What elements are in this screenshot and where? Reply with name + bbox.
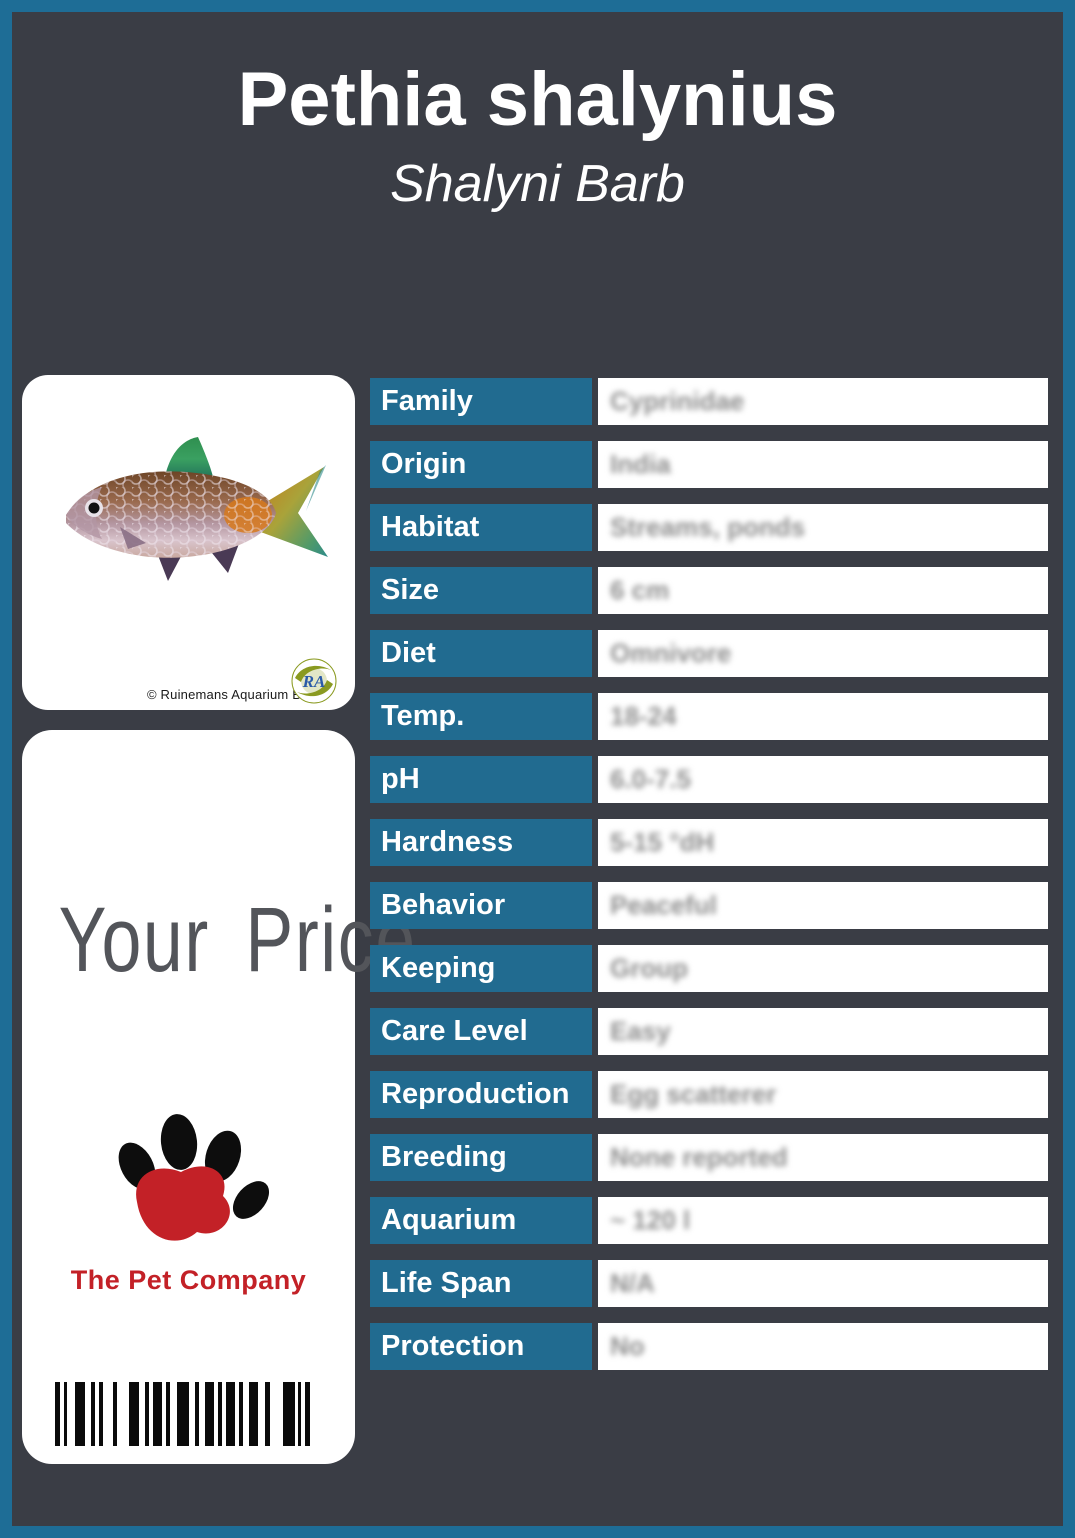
row-label: Origin — [370, 441, 592, 488]
row-value: India — [598, 441, 1048, 488]
table-row: Hardness 5-15 °dH — [370, 819, 1048, 866]
table-row: Reproduction Egg scatterer — [370, 1071, 1048, 1118]
row-value: Omnivore — [598, 630, 1048, 677]
table-row: Aquarium ~ 120 l — [370, 1197, 1048, 1244]
species-common-name: Shalyni Barb — [390, 154, 685, 213]
row-value: Egg scatterer — [598, 1071, 1048, 1118]
table-row: Care Level Easy — [370, 1008, 1048, 1055]
table-row: Size 6 cm — [370, 567, 1048, 614]
row-label: pH — [370, 756, 592, 803]
table-row: Life Span N/A — [370, 1260, 1048, 1307]
row-value: N/A — [598, 1260, 1048, 1307]
row-value: 6.0-7.5 — [598, 756, 1048, 803]
table-row: Origin India — [370, 441, 1048, 488]
row-label: Size — [370, 567, 592, 614]
header: Pethia shalynius Shalyni Barb — [12, 60, 1063, 214]
table-row: Temp. 18-24 — [370, 693, 1048, 740]
table-row: Family Cyprinidae — [370, 378, 1048, 425]
row-value: 18-24 — [598, 693, 1048, 740]
row-label: Behavior — [370, 882, 592, 929]
row-label: Aquarium — [370, 1197, 592, 1244]
table-row: pH 6.0-7.5 — [370, 756, 1048, 803]
company-name: The Pet Company — [70, 1265, 307, 1295]
row-label: Temp. — [370, 693, 592, 740]
table-row: Behavior Peaceful — [370, 882, 1048, 929]
fish-photo-card: © Ruinemans Aquarium BV RA — [22, 375, 355, 710]
ra-monogram: RA — [302, 672, 326, 691]
row-label: Reproduction — [370, 1071, 592, 1118]
row-value: Group — [598, 945, 1048, 992]
barcode — [55, 1382, 331, 1446]
row-label: Protection — [370, 1323, 592, 1370]
price-card: Your Price The Pet Company — [22, 730, 417, 1464]
row-value: None reported — [598, 1134, 1048, 1181]
row-label: Family — [370, 378, 592, 425]
species-scientific-name: Pethia shalynius — [237, 57, 838, 142]
row-label: Keeping — [370, 945, 592, 992]
row-label: Life Span — [370, 1260, 592, 1307]
table-row: Habitat Streams, ponds — [370, 504, 1048, 551]
row-label: Habitat — [370, 504, 592, 551]
table-row: Diet Omnivore — [370, 630, 1048, 677]
row-label: Diet — [370, 630, 592, 677]
table-row: Breeding None reported — [370, 1134, 1048, 1181]
table-row: Protection No — [370, 1323, 1048, 1370]
row-value: No — [598, 1323, 1048, 1370]
row-label: Care Level — [370, 1008, 592, 1055]
table-row: Keeping Group — [370, 945, 1048, 992]
row-value: Peaceful — [598, 882, 1048, 929]
row-value: Streams, ponds — [598, 504, 1048, 551]
price-placeholder-text: Your Price — [58, 889, 417, 991]
row-value: 5-15 °dH — [598, 819, 1048, 866]
paw-print-logo-icon — [99, 1114, 279, 1264]
photo-copyright: © Ruinemans Aquarium BV — [146, 687, 310, 702]
fish-image — [36, 415, 341, 625]
row-label: Breeding — [370, 1134, 592, 1181]
info-table: Family Cyprinidae Origin India Habitat Stream… — [370, 378, 1048, 1370]
ruinemans-aquarium-logo-icon: RA — [291, 658, 337, 704]
row-value: 6 cm — [598, 567, 1048, 614]
row-label: Hardness — [370, 819, 592, 866]
row-value: Easy — [598, 1008, 1048, 1055]
row-value: Cyprinidae — [598, 378, 1048, 425]
row-value: ~ 120 l — [598, 1197, 1048, 1244]
